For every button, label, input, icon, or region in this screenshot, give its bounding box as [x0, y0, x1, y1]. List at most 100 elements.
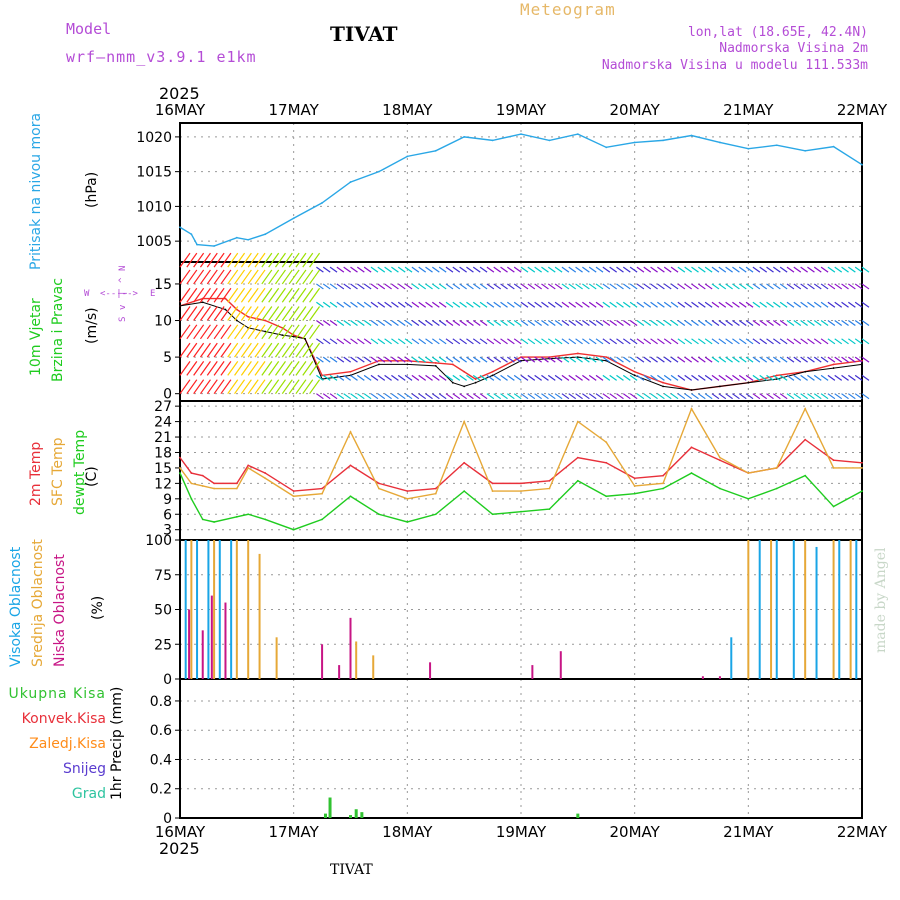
wind-barb	[493, 301, 502, 308]
wind-barb	[738, 356, 747, 363]
wind-barb	[472, 356, 481, 363]
wind-barb	[479, 301, 488, 308]
wind-barb	[281, 342, 293, 358]
wind-barb	[670, 266, 679, 273]
cloud-bar	[855, 540, 858, 679]
wind-barb	[377, 374, 386, 381]
wind-barb	[404, 266, 413, 273]
wind-barb	[766, 320, 774, 327]
wind-barb	[670, 320, 679, 327]
wind-barb	[561, 338, 570, 345]
wind-barb	[486, 374, 495, 381]
temp-point	[520, 490, 522, 492]
wind-barb	[568, 283, 577, 290]
wind-barb	[841, 374, 849, 381]
cloud-bar	[349, 617, 352, 679]
wind-barb	[295, 269, 307, 285]
cloud-bar	[815, 546, 818, 679]
wind-barb	[199, 269, 211, 285]
wind-barb	[240, 342, 252, 358]
wind-barb	[711, 374, 720, 381]
wind-barb	[288, 306, 300, 321]
wind-barb	[247, 306, 259, 321]
wind-barb	[854, 393, 863, 400]
wind-barb	[370, 301, 379, 308]
wind-barb	[295, 306, 307, 321]
temp-point	[804, 438, 807, 441]
wind-barb	[479, 356, 488, 363]
temp-point	[463, 461, 466, 464]
wind-barb	[588, 266, 597, 273]
precip-bar	[323, 813, 327, 818]
wind-barb	[186, 269, 198, 285]
wind-barb	[391, 266, 399, 273]
wind-barb	[213, 379, 225, 395]
wind-barb	[786, 266, 795, 273]
wind-barb	[384, 393, 392, 400]
wind-barb	[507, 283, 515, 290]
wind-barb	[247, 269, 259, 285]
wind-barb	[629, 266, 638, 273]
wind-barb	[261, 342, 273, 358]
wind-barb	[343, 283, 352, 290]
wind-barb	[404, 393, 413, 400]
temp-point	[662, 474, 664, 477]
wind-barb	[595, 266, 604, 273]
wind-barb	[588, 320, 597, 327]
wind-barb	[527, 356, 536, 363]
wind-barb	[704, 356, 713, 363]
wind-point	[804, 370, 807, 373]
wind-point	[491, 374, 494, 377]
pressure-point	[491, 139, 494, 142]
pressure-point	[235, 236, 238, 239]
wind-barb	[575, 301, 583, 308]
wind-barb	[766, 301, 774, 308]
wind-barb	[240, 379, 252, 395]
wind-barb	[547, 374, 556, 381]
wind-barb	[377, 283, 386, 290]
wind-barb	[479, 393, 488, 400]
wind-barb	[609, 393, 618, 400]
wind-barb	[316, 393, 324, 400]
wind-barb	[568, 393, 577, 400]
wind-barb	[295, 287, 307, 303]
ytick-label: 1005	[136, 234, 172, 250]
wind-barb	[622, 283, 631, 290]
cloud-bar	[429, 662, 432, 679]
date-label-bottom: 21MAY	[723, 823, 774, 841]
wind-barb	[329, 338, 338, 345]
wind-barb	[268, 342, 280, 358]
temp-point	[292, 495, 295, 498]
wind-barb	[316, 320, 324, 327]
wind-barb	[356, 356, 365, 363]
wind-barb	[807, 266, 815, 273]
wind-barb	[213, 252, 225, 268]
wind-barb	[199, 306, 211, 321]
temp-point	[179, 467, 181, 469]
temp-point	[235, 487, 238, 490]
pressure-point	[576, 133, 579, 136]
wind-barb	[274, 306, 286, 321]
wind-barb	[691, 374, 699, 381]
wind-barb	[329, 356, 338, 363]
pressure-point	[264, 233, 267, 236]
wind-barb	[459, 283, 467, 290]
pressure-point	[804, 149, 807, 152]
wind-barb	[240, 287, 252, 303]
wind-barb	[493, 320, 502, 327]
wind-barb	[738, 320, 747, 327]
wind-barb	[575, 266, 583, 273]
wind-barb	[759, 301, 768, 308]
wind-barb	[459, 266, 467, 273]
wind-barb	[704, 393, 713, 400]
wind-barb	[295, 342, 307, 358]
wind-barb	[452, 338, 461, 345]
wind-barb	[336, 374, 345, 381]
wind-barb	[445, 301, 454, 308]
wind-point	[747, 381, 750, 384]
temp-point	[719, 459, 721, 462]
wind-barb	[520, 393, 529, 400]
wind-barb	[684, 283, 693, 290]
wind-barb	[350, 393, 358, 400]
temp-point	[605, 461, 608, 464]
